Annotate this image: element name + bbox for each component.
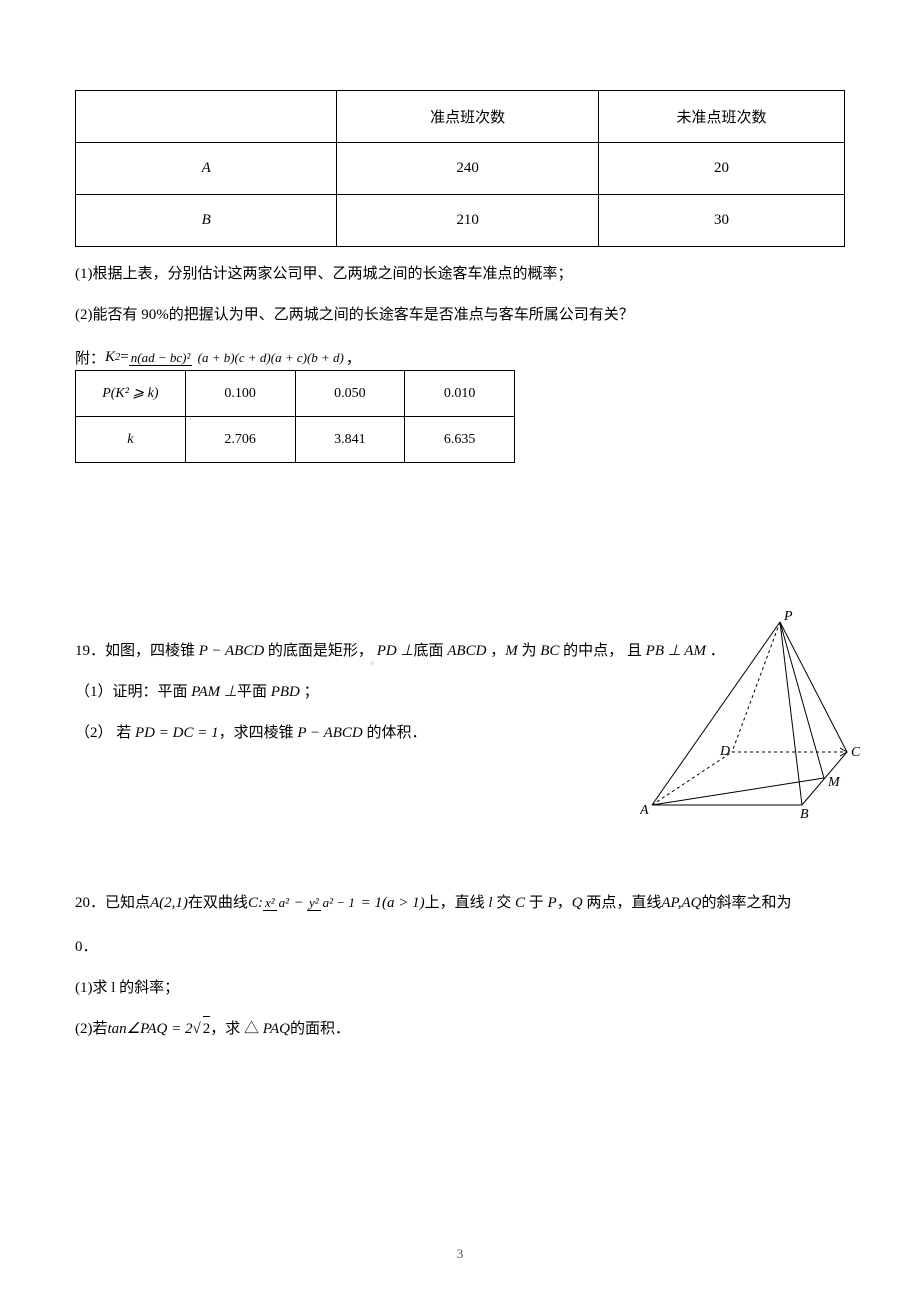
edge-am bbox=[652, 778, 824, 805]
q18-formula: 附： K2 = n(ad − bc)² (a + b)(c + d)(a + c… bbox=[75, 347, 845, 368]
table-header-empty bbox=[76, 91, 337, 143]
table-row: A 240 20 bbox=[76, 143, 845, 195]
pyramid-svg: P A B C D M bbox=[640, 610, 860, 830]
label-c: C bbox=[851, 745, 860, 760]
q18-part1: (1)根据上表，分别估计这两家公司甲、乙两城之间的长途客车准点的概率； bbox=[75, 261, 845, 288]
label-m: M bbox=[827, 775, 841, 790]
table-row: P(K² ⩾ k) 0.100 0.050 0.010 bbox=[76, 371, 515, 417]
company-a-ontime: 240 bbox=[337, 143, 598, 195]
q20-part1: (1)求 l 的斜率； bbox=[75, 975, 845, 1002]
label-a: A bbox=[640, 803, 649, 818]
appendix-label: 附： bbox=[75, 347, 105, 368]
label-b: B bbox=[800, 807, 809, 822]
chi-k-label: k bbox=[76, 417, 186, 463]
chi-p-val2: 0.050 bbox=[295, 371, 405, 417]
company-b-late: 30 bbox=[598, 195, 844, 247]
company-b-ontime: 210 bbox=[337, 195, 598, 247]
edge-pc bbox=[780, 622, 847, 752]
chi-p-val3: 0.010 bbox=[405, 371, 515, 417]
q18-part2: (2)能否有 90%的把握认为甲、乙两城之间的长途客车是否准点与客车所属公司有关… bbox=[75, 302, 845, 329]
label-d: D bbox=[719, 744, 730, 759]
pyramid-figure: P A B C D M bbox=[640, 610, 860, 830]
page-number: 3 bbox=[457, 1246, 464, 1262]
data-table-companies: 准点班次数 未准点班次数 A 240 20 B 210 30 bbox=[75, 90, 845, 247]
table-header-late: 未准点班次数 bbox=[598, 91, 844, 143]
formula-numerator: n(ad − bc)² bbox=[129, 350, 193, 366]
q20-stem: 20．已知点A(2,1)在双曲线C:x²a² − y²a² − 1 = 1(a … bbox=[75, 887, 845, 920]
table-row: 准点班次数 未准点班次数 bbox=[76, 91, 845, 143]
company-b-label: B bbox=[76, 195, 337, 247]
chi-square-table: P(K² ⩾ k) 0.100 0.050 0.010 k 2.706 3.84… bbox=[75, 370, 515, 463]
label-p: P bbox=[783, 610, 793, 624]
edge-ad bbox=[652, 752, 732, 805]
question-20: 20．已知点A(2,1)在双曲线C:x²a² − y²a² − 1 = 1(a … bbox=[75, 887, 845, 1043]
edge-pa bbox=[652, 622, 780, 805]
formula-suffix: ， bbox=[346, 347, 361, 368]
q20-stem-zero: 0． bbox=[75, 934, 845, 961]
company-a-late: 20 bbox=[598, 143, 844, 195]
edge-pb bbox=[780, 622, 802, 805]
chi-k-val1: 2.706 bbox=[185, 417, 295, 463]
chi-p-val1: 0.100 bbox=[185, 371, 295, 417]
edge-bc bbox=[802, 752, 847, 805]
chi-k-val3: 6.635 bbox=[405, 417, 515, 463]
formula-fraction: n(ad − bc)² (a + b)(c + d)(a + c)(b + d) bbox=[129, 350, 346, 366]
edge-pd bbox=[732, 622, 780, 752]
chi-k-val2: 3.841 bbox=[295, 417, 405, 463]
formula-eq: = bbox=[120, 349, 128, 366]
formula-denominator: (a + b)(c + d)(a + c)(b + d) bbox=[196, 350, 346, 365]
table-row: B 210 30 bbox=[76, 195, 845, 247]
chi-p-label: P(K² ⩾ k) bbox=[76, 371, 186, 417]
table-header-ontime: 准点班次数 bbox=[337, 91, 598, 143]
formula-k: K bbox=[105, 349, 115, 366]
company-a-label: A bbox=[76, 143, 337, 195]
q20-part2: (2)若tan∠PAQ = 2√2，求 △ PAQ的面积． bbox=[75, 1016, 845, 1043]
table-row: k 2.706 3.841 6.635 bbox=[76, 417, 515, 463]
edge-pm bbox=[780, 622, 824, 778]
